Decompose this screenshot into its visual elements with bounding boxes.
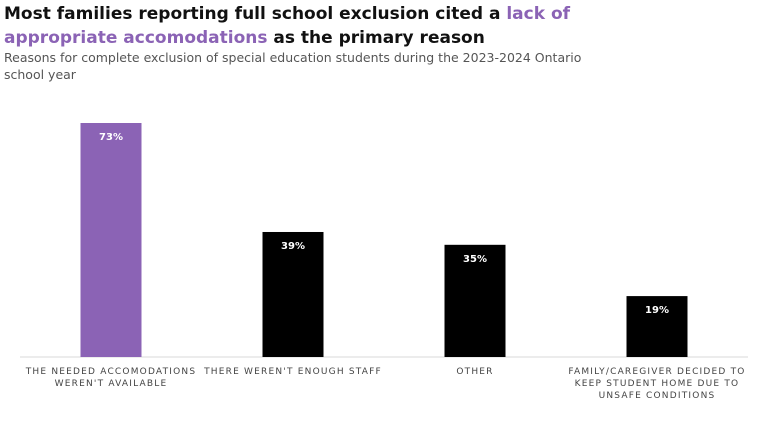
category-label-2-line-1: THERE WEREN'T ENOUGH STAFF (203, 367, 382, 377)
bar-2 (262, 231, 324, 357)
bar-4 (626, 296, 688, 357)
bar-3 (444, 244, 506, 357)
category-label-3-line-1: OTHER (456, 367, 493, 377)
data-label-2: 39% (281, 241, 305, 252)
bar-1 (80, 123, 142, 357)
category-label-4-line-3: UNSAFE CONDITIONS (599, 391, 716, 401)
data-label-4: 19% (645, 305, 669, 316)
category-label-1-line-2: WEREN'T AVAILABLE (55, 379, 168, 389)
category-label-4-line-2: KEEP STUDENT HOME DUE TO (575, 379, 740, 389)
category-label-4-line-1: FAMILY/CAREGIVER DECIDED TO (568, 367, 745, 377)
category-label-1-line-1: THE NEEDED ACCOMODATIONS (25, 367, 197, 377)
data-label-1: 73% (99, 132, 123, 143)
chart-title: Most families reporting full school excl… (4, 2, 644, 50)
title-part-1: Most families reporting full school excl… (4, 4, 507, 24)
title-part-3: as the primary reason (267, 28, 485, 48)
chart-subtitle: Reasons for complete exclusion of specia… (4, 50, 582, 82)
title-part-highlight: lack of appropriate accomodations (4, 4, 571, 48)
data-label-3: 35% (463, 254, 487, 265)
